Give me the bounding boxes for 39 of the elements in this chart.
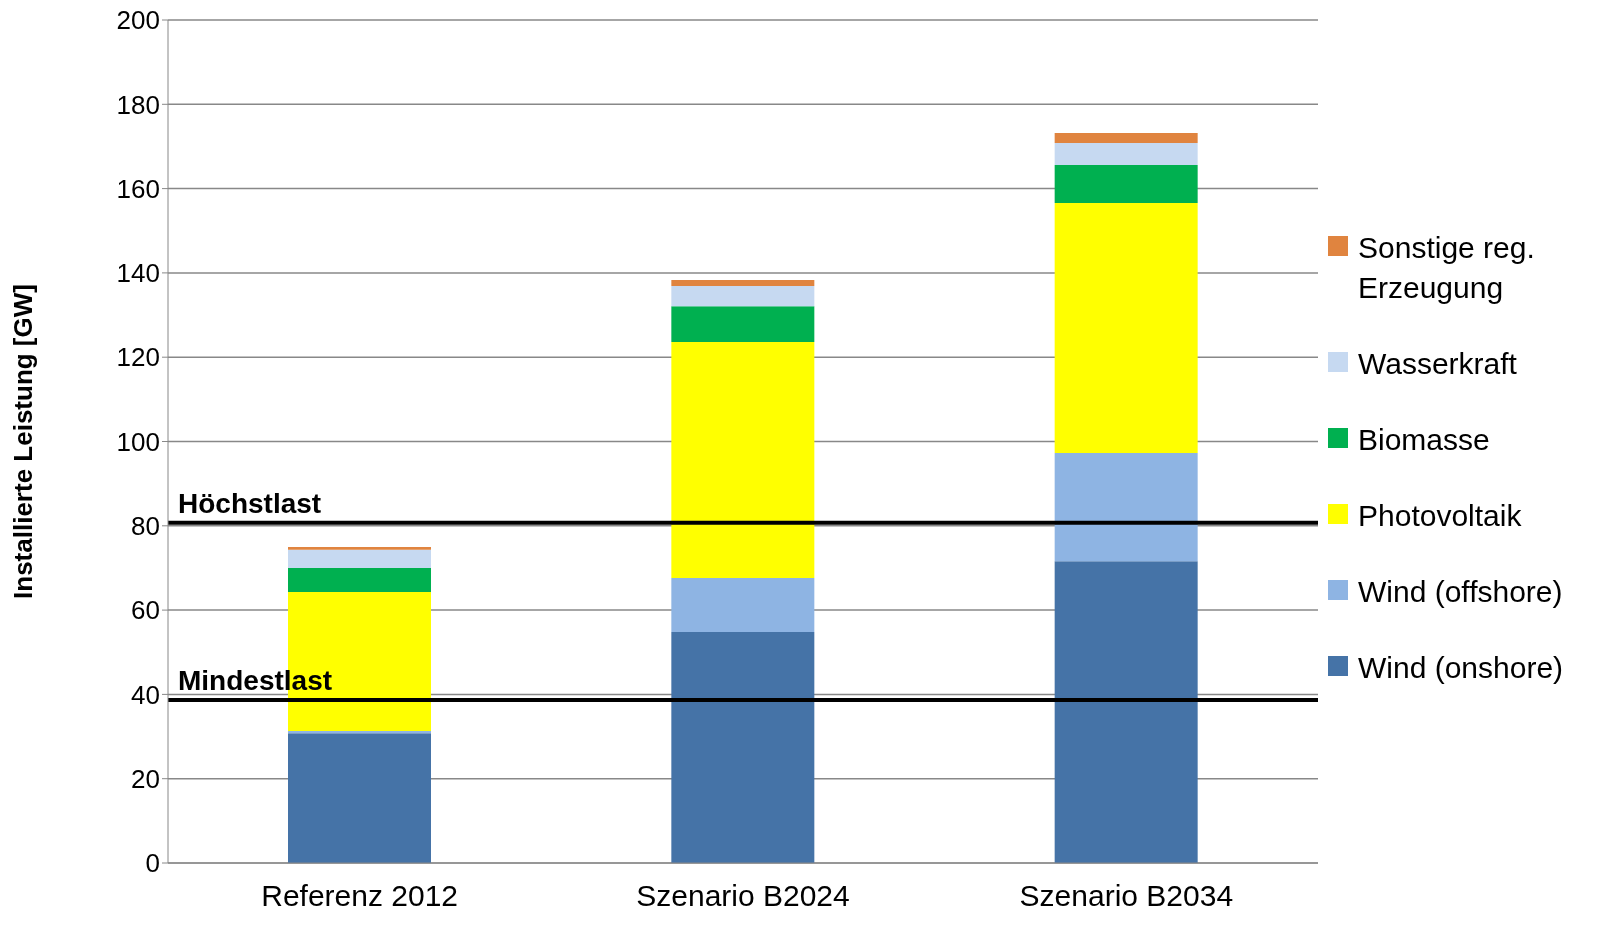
ref-line-label: Höchstlast: [178, 487, 322, 519]
legend-label: Wasserkraft: [1358, 345, 1517, 382]
legend-label: Wind (onshore): [1358, 649, 1564, 686]
x-tick-label: Szenario B2034: [1019, 879, 1234, 913]
y-tick-label: 160: [116, 173, 160, 204]
bar: [671, 578, 815, 633]
bar: [1054, 132, 1198, 144]
bar: [671, 306, 815, 343]
x-tick-label: Referenz 2012: [261, 879, 459, 913]
bar: [1054, 561, 1198, 863]
y-tick-label: 20: [131, 763, 160, 794]
bar: [1054, 452, 1198, 562]
y-tick-label: 0: [145, 848, 160, 879]
bar: [288, 733, 431, 863]
bar: [671, 285, 815, 307]
y-tick-label: 40: [131, 679, 160, 710]
y-tick-label: 140: [116, 258, 160, 289]
y-tick-label: 180: [116, 89, 160, 120]
bar: [288, 567, 431, 592]
legend-label: Wind (offshore): [1358, 573, 1563, 610]
x-tick-label: Szenario B2024: [636, 879, 850, 913]
y-tick-label: 80: [131, 511, 160, 542]
bar: [671, 280, 815, 286]
y-tick-label: 200: [116, 5, 160, 36]
bar: [1054, 165, 1198, 203]
legend-label: Biomasse: [1358, 421, 1490, 458]
legend-label: Sonstige reg. Erzeugung: [1358, 229, 1536, 306]
y-axis-title: Installierte Leistung [GW]: [8, 284, 39, 599]
bar: [1054, 143, 1198, 165]
bar: [288, 546, 431, 550]
y-tick-label: 100: [116, 426, 160, 457]
legend-label: Photovoltaik: [1358, 497, 1522, 534]
bar: [671, 632, 815, 863]
bar: [288, 731, 431, 734]
y-tick-label: 60: [131, 595, 160, 626]
bar: [1054, 202, 1198, 453]
y-tick-label: 120: [116, 342, 160, 373]
bar: [671, 342, 815, 579]
bar: [288, 549, 431, 568]
